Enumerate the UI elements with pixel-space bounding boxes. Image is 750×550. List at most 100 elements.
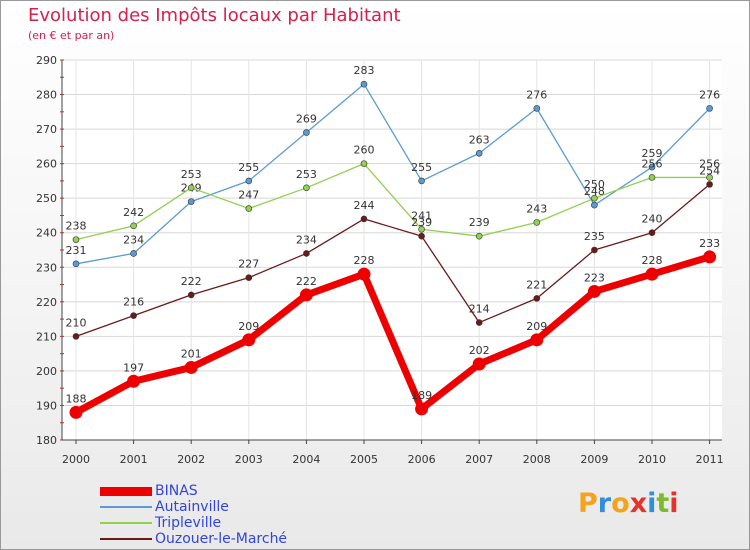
data-point-autainville [72, 260, 80, 268]
data-label-tripleville: 241 [411, 209, 432, 222]
data-label-tripleville: 253 [181, 168, 202, 181]
data-point-tripleville [72, 236, 80, 243]
data-point-ouzouer-le-march- [72, 333, 80, 340]
data-point-binas [299, 288, 313, 302]
data-label-autainville: 269 [296, 113, 317, 126]
data-point-ouzouer-le-march- [706, 181, 713, 188]
data-point-tripleville [591, 194, 598, 202]
data-label-ouzouer-le-march-: 210 [66, 316, 87, 329]
data-label-tripleville: 256 [699, 157, 720, 170]
logo-letter: x [629, 488, 648, 519]
data-label-autainville: 263 [469, 133, 490, 146]
data-point-tripleville [475, 232, 483, 240]
data-label-ouzouer-le-march-: 221 [526, 278, 547, 291]
data-point-ouzouer-le-march- [648, 229, 656, 237]
data-label-binas: 209 [526, 320, 547, 333]
data-point-autainville [303, 129, 310, 136]
data-label-tripleville: 260 [354, 144, 375, 157]
data-point-ouzouer-le-march- [187, 291, 195, 299]
legend-swatch [100, 486, 152, 496]
data-point-tripleville [245, 205, 253, 212]
series-line-tripleville [75, 162, 711, 241]
x-tick-label: 2005 [350, 453, 378, 466]
data-label-autainville: 231 [66, 244, 87, 257]
x-tick-label: 2000 [62, 453, 90, 466]
data-point-autainville [475, 149, 483, 157]
data-point-binas [184, 360, 198, 374]
data-point-autainville [706, 105, 713, 112]
data-point-tripleville [533, 219, 541, 226]
x-tick-label: 2009 [580, 453, 608, 466]
data-point-binas [530, 333, 544, 347]
y-tick-label: 260 [36, 158, 57, 171]
logo-letter: P [578, 488, 598, 519]
data-label-tripleville: 256 [642, 157, 663, 170]
data-point-autainville [245, 177, 253, 185]
data-label-tripleville: 247 [238, 189, 259, 202]
y-tick-label: 180 [36, 434, 57, 447]
x-tick-label: 2004 [292, 453, 320, 466]
data-label-ouzouer-le-march-: 254 [699, 164, 720, 177]
data-label-binas: 209 [238, 320, 259, 333]
data-point-ouzouer-le-march- [360, 215, 368, 223]
legend-item: Tripleville [100, 515, 400, 531]
y-tick-label: 250 [36, 192, 57, 205]
data-point-tripleville [648, 174, 656, 181]
data-point-ouzouer-le-march- [475, 319, 483, 326]
data-label-binas: 197 [123, 361, 144, 374]
legend-swatch [100, 538, 152, 540]
data-point-binas [415, 402, 429, 416]
chart-subtitle: (en € et par an) [28, 29, 115, 42]
data-point-autainville [591, 201, 598, 209]
data-point-binas [587, 284, 601, 298]
data-point-tripleville [187, 184, 195, 192]
data-point-autainville [130, 250, 137, 257]
data-label-ouzouer-le-march-: 234 [296, 233, 317, 246]
data-point-binas [703, 250, 717, 264]
proxiti-logo: Proxiti [578, 488, 679, 519]
series-line-autainville [75, 83, 711, 265]
data-point-ouzouer-le-march- [533, 295, 541, 302]
data-point-binas [357, 267, 371, 281]
chart-legend: BINAS Autainville Tripleville Ouzouer-le-Ma… [100, 483, 400, 547]
x-tick-label: 2007 [465, 453, 493, 466]
x-tick-label: 2006 [408, 453, 436, 466]
data-point-ouzouer-le-march- [245, 274, 253, 281]
data-label-autainville: 283 [354, 64, 375, 77]
data-label-ouzouer-le-march-: 214 [469, 303, 490, 316]
data-label-ouzouer-le-march-: 235 [584, 230, 605, 243]
data-point-tripleville [303, 184, 310, 192]
data-point-ouzouer-le-march- [591, 246, 598, 254]
x-tick-label: 2008 [523, 453, 551, 466]
data-point-ouzouer-le-march- [130, 312, 137, 319]
y-tick-label: 270 [36, 123, 57, 136]
data-label-binas: 228 [642, 254, 663, 267]
legend-item: Autainville [100, 499, 400, 515]
legend-label: Ouzouer-le-Marché [155, 531, 288, 547]
data-label-binas: 228 [354, 254, 375, 267]
data-label-tripleville: 242 [123, 206, 144, 219]
y-tick-label: 280 [36, 89, 57, 102]
data-point-ouzouer-le-march- [303, 250, 310, 257]
data-label-ouzouer-le-march-: 227 [238, 258, 259, 271]
data-label-binas: 201 [181, 347, 202, 360]
data-point-tripleville [706, 174, 713, 181]
data-label-tripleville: 253 [296, 168, 317, 181]
x-tick-label: 2010 [638, 453, 666, 466]
series-line-binas [72, 253, 714, 416]
legend-item: Ouzouer-le-Marché [100, 531, 400, 547]
x-tick-label: 2011 [696, 453, 724, 466]
data-point-binas [242, 333, 256, 347]
data-point-autainville [187, 198, 195, 205]
data-label-ouzouer-le-march-: 244 [354, 199, 375, 212]
data-label-autainville: 255 [411, 161, 432, 174]
data-label-autainville: 259 [642, 147, 663, 160]
legend-label: Tripleville [155, 515, 222, 531]
chart-title: Evolution des Impôts locaux par Habitant [28, 5, 401, 26]
y-tick-label: 200 [36, 365, 57, 378]
data-label-binas: 188 [66, 392, 87, 405]
data-point-binas [127, 374, 141, 388]
data-point-autainville [648, 163, 656, 171]
data-point-binas [472, 357, 486, 371]
